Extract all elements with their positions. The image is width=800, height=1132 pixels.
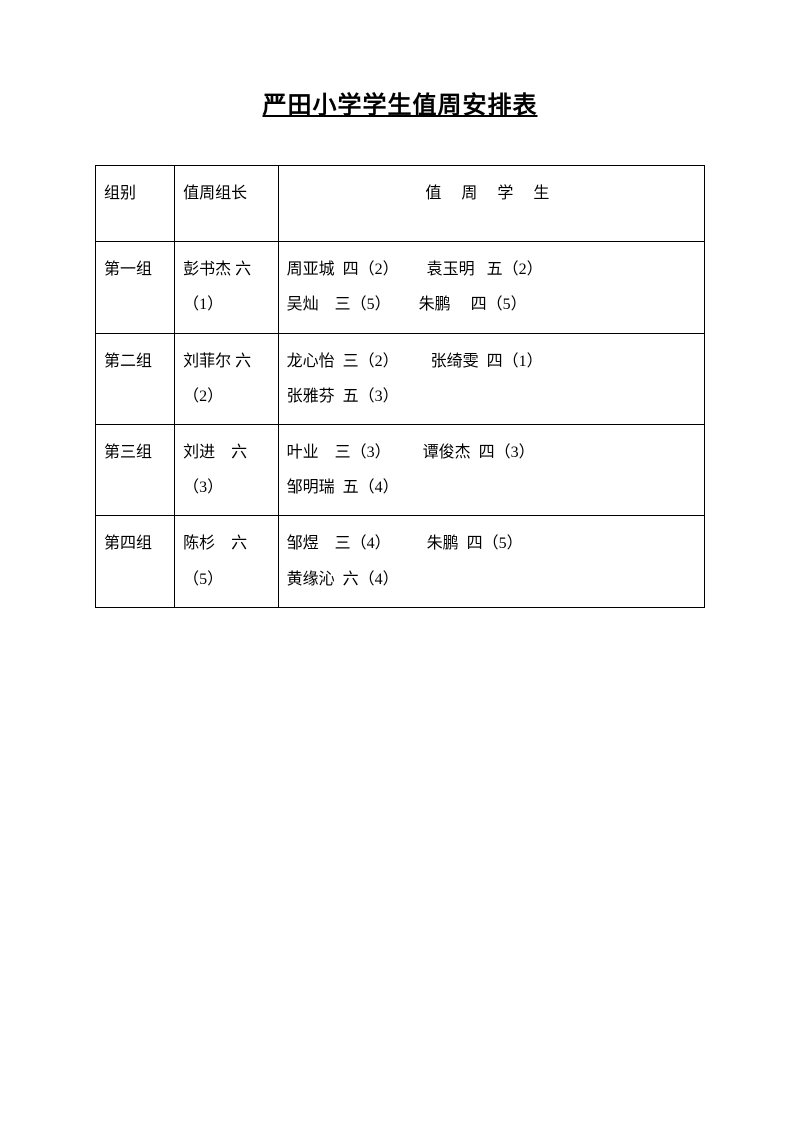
cell-leader: 彭书杰 六（1） [175,242,279,333]
cell-leader: 刘菲尔 六（2） [175,333,279,424]
table-header-row: 组别 值周组长 值 周 学 生 [96,166,705,242]
cell-leader: 陈杉 六（5） [175,516,279,607]
cell-leader: 刘进 六（3） [175,424,279,515]
column-header-leader: 值周组长 [175,166,279,242]
table-row: 第四组 陈杉 六（5） 邹煜 三（4） 朱鹏 四（5） 黄缘沁 六（4） [96,516,705,607]
column-header-students: 值 周 学 生 [278,166,704,242]
cell-group: 第一组 [96,242,175,333]
schedule-table: 组别 值周组长 值 周 学 生 第一组 彭书杰 六（1） 周亚城 四（2） 袁玉… [95,165,705,608]
cell-group: 第二组 [96,333,175,424]
cell-students: 周亚城 四（2） 袁玉明 五（2） 吴灿 三（5） 朱鹏 四（5） [278,242,704,333]
column-header-group: 组别 [96,166,175,242]
cell-students: 龙心怡 三（2） 张绮雯 四（1） 张雅芬 五（3） [278,333,704,424]
cell-students: 叶业 三（3） 谭俊杰 四（3） 邹明瑞 五（4） [278,424,704,515]
students-line: 叶业 三（3） 谭俊杰 四（3） [287,435,696,470]
students-line: 周亚城 四（2） 袁玉明 五（2） [287,252,696,287]
students-line: 黄缘沁 六（4） [287,562,696,597]
cell-students: 邹煜 三（4） 朱鹏 四（5） 黄缘沁 六（4） [278,516,704,607]
students-line: 龙心怡 三（2） 张绮雯 四（1） [287,344,696,379]
students-line: 邹明瑞 五（4） [287,470,696,505]
table-row: 第一组 彭书杰 六（1） 周亚城 四（2） 袁玉明 五（2） 吴灿 三（5） 朱… [96,242,705,333]
students-line: 吴灿 三（5） 朱鹏 四（5） [287,287,696,322]
cell-group: 第四组 [96,516,175,607]
page-title: 严田小学学生值周安排表 [95,85,705,120]
table-row: 第三组 刘进 六（3） 叶业 三（3） 谭俊杰 四（3） 邹明瑞 五（4） [96,424,705,515]
students-line: 邹煜 三（4） 朱鹏 四（5） [287,526,696,561]
cell-group: 第三组 [96,424,175,515]
table-row: 第二组 刘菲尔 六（2） 龙心怡 三（2） 张绮雯 四（1） 张雅芬 五（3） [96,333,705,424]
students-line: 张雅芬 五（3） [287,379,696,414]
